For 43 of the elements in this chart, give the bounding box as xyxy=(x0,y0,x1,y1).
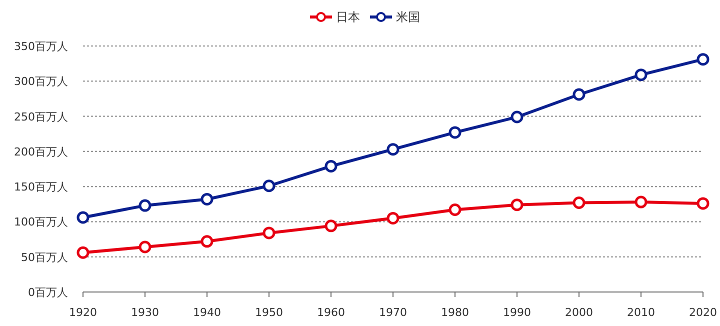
y-tick-label: 250百万人 xyxy=(14,110,68,124)
point xyxy=(386,212,400,224)
point xyxy=(696,53,710,66)
point xyxy=(200,235,214,248)
y-tick-label: 50百万人 xyxy=(21,250,68,264)
point xyxy=(200,192,214,206)
point xyxy=(572,196,586,209)
x-tick-label: 1970 xyxy=(379,306,407,319)
x-tick-label: 2020 xyxy=(689,306,717,319)
point xyxy=(386,143,400,156)
point xyxy=(510,110,524,124)
y-tick-label: 150百万人 xyxy=(14,180,68,194)
point xyxy=(572,88,586,101)
legend-label: 米国 xyxy=(396,10,420,24)
x-tick-label: 1990 xyxy=(503,306,531,319)
legend-label: 日本 xyxy=(336,10,360,24)
point xyxy=(324,160,338,172)
x-tick-label: 1920 xyxy=(69,306,97,319)
x-tick-label: 1940 xyxy=(193,306,221,319)
point xyxy=(76,246,90,259)
x-tick-label: 2000 xyxy=(565,306,593,319)
y-tick-label: 350百万人 xyxy=(14,40,68,53)
point xyxy=(448,204,462,216)
x-tick-label: 2010 xyxy=(627,306,655,319)
point xyxy=(262,226,276,240)
x-tick-label: 1930 xyxy=(131,306,159,319)
y-tick-label: 0百万人 xyxy=(28,286,68,299)
x-tick-label: 1960 xyxy=(317,306,345,319)
point xyxy=(138,199,152,212)
point xyxy=(448,126,462,139)
point xyxy=(634,196,648,208)
x-tick-label: 1950 xyxy=(255,306,283,319)
y-tick-label: 200百万人 xyxy=(14,145,68,158)
point xyxy=(76,211,90,224)
y-tick-label: 100百万人 xyxy=(14,216,68,229)
x-tick-label: 1980 xyxy=(441,306,469,319)
point xyxy=(634,68,648,82)
y-tick-label: 300百万人 xyxy=(14,75,68,88)
point xyxy=(510,198,524,212)
point xyxy=(262,180,276,192)
point xyxy=(696,197,710,210)
point xyxy=(324,220,338,232)
point xyxy=(138,240,152,254)
